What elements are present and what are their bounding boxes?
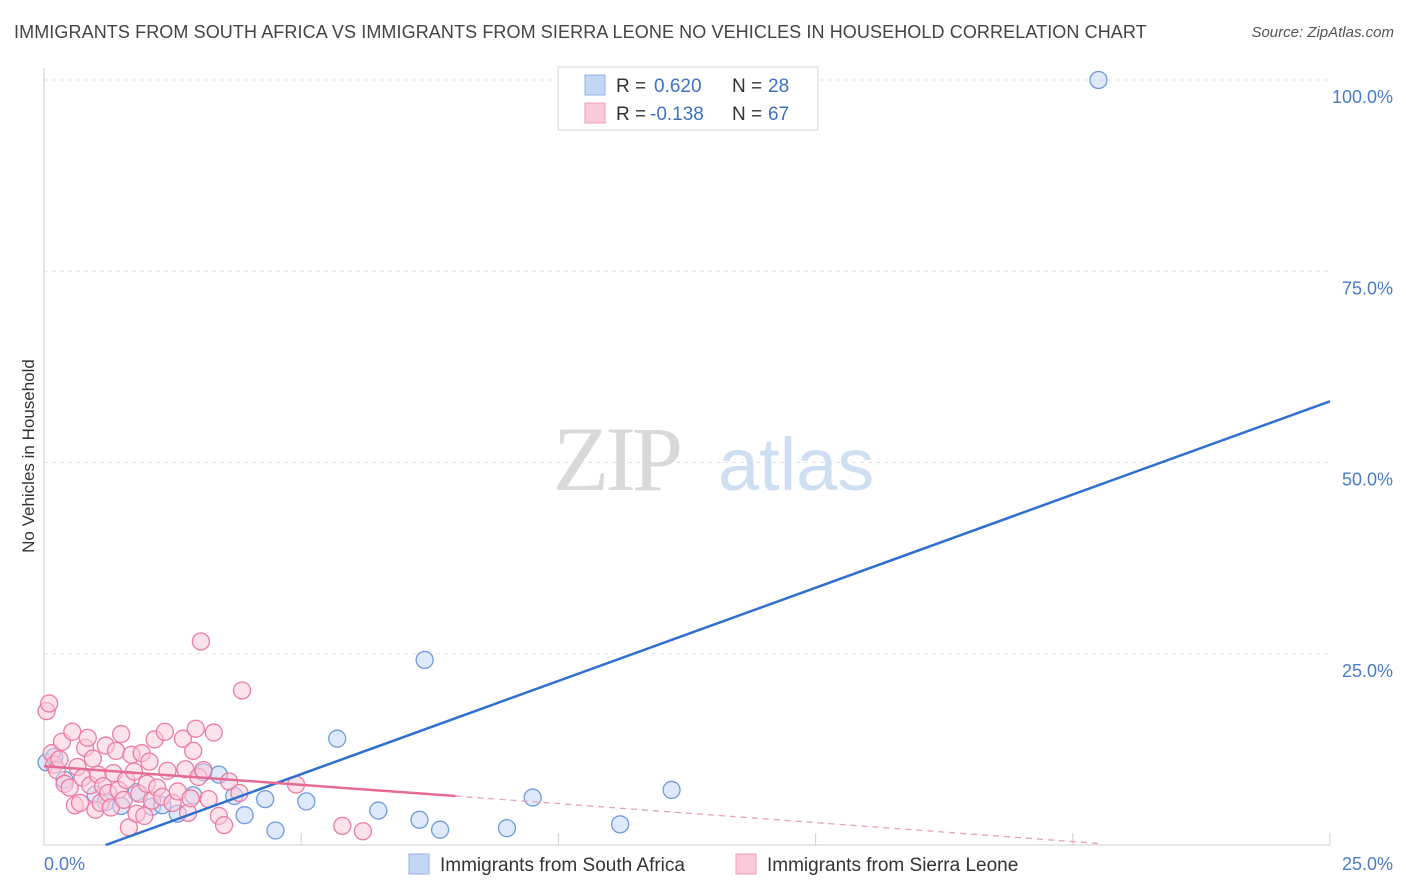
data-point bbox=[106, 741, 126, 761]
data-point bbox=[523, 788, 542, 807]
data-point bbox=[204, 723, 223, 742]
x-tick-labels: 0.0% 25.0% bbox=[44, 854, 1393, 874]
trend-lines bbox=[43, 400, 1331, 847]
data-point bbox=[410, 810, 429, 829]
legend-swatch-sierra-leone bbox=[584, 102, 606, 124]
legend-r-label: R = bbox=[616, 76, 646, 97]
y-tick-labels: 25.0% 50.0% 75.0% 100.0% bbox=[1332, 87, 1393, 681]
legend-r-value-south-africa: 0.620 bbox=[654, 76, 702, 97]
data-point bbox=[353, 822, 373, 841]
data-point bbox=[173, 729, 193, 748]
data-point bbox=[70, 793, 90, 813]
bottom-legend-label-sierra-leone: Immigrants from Sierra Leone bbox=[767, 855, 1018, 876]
data-point bbox=[333, 816, 352, 836]
data-point bbox=[114, 790, 133, 810]
legend-n-value-south-africa: 28 bbox=[768, 76, 789, 97]
y-tick-label: 100.0% bbox=[1332, 87, 1393, 107]
legend-r-label: R = bbox=[616, 104, 646, 125]
data-point bbox=[135, 806, 154, 826]
data-point bbox=[220, 772, 239, 791]
data-point bbox=[610, 815, 630, 834]
legend-r-value-sierra-leone: -0.138 bbox=[650, 104, 704, 125]
data-point bbox=[662, 780, 681, 800]
legend-n-label: N = bbox=[732, 104, 762, 125]
trend-line-sierra-leone bbox=[43, 764, 456, 798]
legend-swatch-south-africa bbox=[584, 74, 606, 96]
data-point bbox=[297, 792, 316, 811]
data-point bbox=[194, 760, 213, 780]
y-tick-label: 50.0% bbox=[1342, 470, 1393, 490]
data-point bbox=[214, 815, 234, 835]
data-point bbox=[256, 789, 275, 809]
series-legend: Immigrants from South Africa Immigrants … bbox=[408, 853, 1018, 876]
source-label: Source: ZipAtlas.com bbox=[1251, 24, 1394, 41]
data-point bbox=[63, 722, 82, 741]
watermark: ZIP atlas bbox=[553, 408, 874, 510]
data-point bbox=[1089, 70, 1108, 90]
data-point bbox=[39, 694, 59, 713]
y-tick-label: 75.0% bbox=[1342, 278, 1393, 298]
data-point bbox=[232, 681, 252, 700]
data-point bbox=[50, 750, 69, 769]
data-point bbox=[186, 719, 205, 738]
data-point bbox=[78, 728, 97, 748]
data-point bbox=[235, 806, 254, 825]
data-point bbox=[369, 801, 388, 820]
data-point bbox=[191, 632, 211, 651]
data-point bbox=[328, 729, 347, 748]
data-point bbox=[415, 650, 434, 670]
data-point bbox=[181, 789, 200, 808]
x-tick-label: 0.0% bbox=[44, 854, 85, 874]
data-point bbox=[112, 724, 131, 744]
data-point bbox=[497, 819, 517, 838]
y-tick-label: 25.0% bbox=[1342, 661, 1393, 681]
gridlines bbox=[44, 79, 1330, 655]
correlation-legend: R = 0.620 N = 28 R = -0.138 N = 67 bbox=[557, 66, 819, 131]
y-axis-label: No Vehicles in Household bbox=[19, 359, 38, 553]
trend-line-south-africa bbox=[105, 400, 1331, 847]
data-point bbox=[266, 821, 285, 840]
watermark-atlas: atlas bbox=[718, 423, 874, 506]
legend-n-label: N = bbox=[732, 76, 762, 97]
axes bbox=[43, 68, 1331, 846]
x-tick-label: 25.0% bbox=[1342, 854, 1393, 874]
bottom-legend-swatch-south-africa bbox=[408, 853, 430, 875]
legend-n-value-sierra-leone: 67 bbox=[768, 104, 789, 125]
chart-title: IMMIGRANTS FROM SOUTH AFRICA VS IMMIGRAN… bbox=[14, 22, 1147, 42]
data-point bbox=[184, 741, 203, 761]
data-point bbox=[430, 820, 450, 839]
bottom-legend-swatch-sierra-leone bbox=[735, 853, 757, 875]
data-point bbox=[155, 722, 175, 741]
trend-line-sierra-leone-extension bbox=[455, 795, 1099, 845]
watermark-zip: ZIP bbox=[553, 408, 680, 510]
data-point bbox=[83, 749, 103, 768]
data-point bbox=[60, 778, 79, 797]
data-point bbox=[140, 752, 159, 771]
bottom-legend-label-south-africa: Immigrants from South Africa bbox=[440, 855, 685, 876]
